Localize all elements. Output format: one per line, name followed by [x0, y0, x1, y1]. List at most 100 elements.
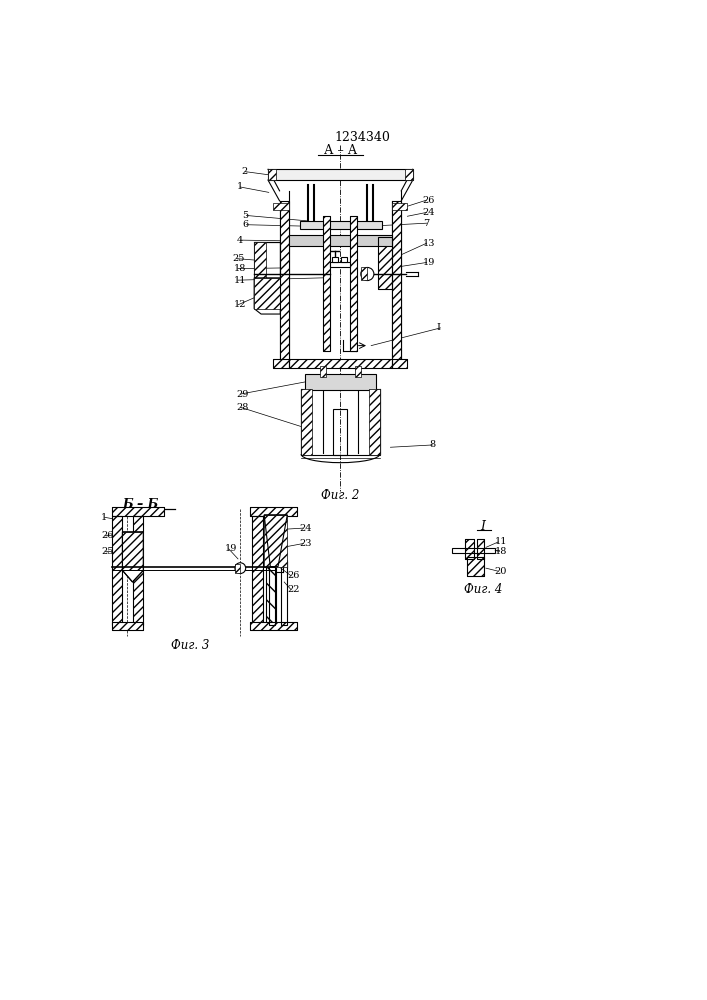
Bar — [133, 516, 143, 625]
Bar — [112, 516, 122, 625]
Bar — [266, 516, 276, 625]
Text: 24: 24 — [300, 524, 312, 533]
Bar — [268, 169, 276, 180]
Text: Фиг. 4: Фиг. 4 — [464, 583, 502, 596]
Bar — [254, 278, 281, 309]
Bar — [369, 389, 380, 455]
Bar — [250, 622, 296, 630]
Circle shape — [235, 563, 246, 574]
Bar — [122, 532, 144, 570]
Text: 19: 19 — [423, 258, 435, 267]
Bar — [465, 539, 474, 559]
Bar — [405, 169, 413, 180]
Text: I: I — [480, 520, 485, 533]
Bar — [301, 389, 380, 455]
Text: 8: 8 — [429, 440, 435, 449]
Text: 11: 11 — [494, 537, 507, 546]
Bar — [477, 539, 484, 559]
Text: 26: 26 — [101, 531, 113, 540]
Text: 7: 7 — [423, 219, 429, 228]
Bar — [378, 237, 392, 289]
Bar — [361, 267, 368, 280]
Text: 18: 18 — [494, 547, 507, 556]
Bar — [465, 539, 474, 559]
Bar — [254, 242, 267, 278]
Text: 5: 5 — [243, 211, 249, 220]
Text: Б – Б: Б – Б — [122, 498, 159, 512]
Bar — [322, 216, 329, 351]
Bar — [341, 257, 347, 262]
Bar — [235, 564, 240, 573]
Text: 23: 23 — [300, 539, 312, 548]
Bar — [112, 516, 122, 625]
Bar — [274, 359, 288, 368]
Bar — [266, 516, 276, 625]
Text: 25: 25 — [233, 254, 245, 263]
Text: А – А: А – А — [324, 144, 357, 157]
Bar — [392, 203, 407, 210]
Text: 29: 29 — [236, 390, 249, 399]
Text: 1: 1 — [101, 513, 107, 522]
Bar — [301, 389, 312, 455]
Bar — [269, 560, 275, 625]
Text: 11: 11 — [234, 276, 247, 285]
Text: 13: 13 — [423, 239, 436, 248]
Text: 18: 18 — [234, 264, 247, 273]
Bar — [250, 622, 296, 630]
Bar — [467, 557, 484, 576]
Bar — [274, 203, 288, 210]
Text: 26: 26 — [287, 571, 300, 580]
Bar — [392, 201, 402, 366]
Text: I: I — [437, 323, 440, 332]
Bar — [392, 359, 407, 368]
Text: 24: 24 — [423, 208, 436, 217]
Bar — [288, 235, 392, 246]
Bar — [250, 507, 296, 516]
Text: 4: 4 — [236, 236, 243, 245]
Bar — [392, 359, 407, 368]
Bar — [112, 622, 143, 630]
Bar — [250, 507, 296, 516]
Bar — [329, 262, 350, 267]
Bar — [300, 221, 382, 229]
Bar — [322, 216, 329, 351]
Bar — [467, 557, 484, 576]
Bar — [268, 169, 413, 180]
Text: 6: 6 — [243, 220, 249, 229]
Bar — [274, 359, 288, 368]
Polygon shape — [122, 532, 144, 582]
Text: 2: 2 — [241, 167, 247, 176]
Text: 22: 22 — [287, 585, 300, 594]
Text: 1234340: 1234340 — [334, 131, 390, 144]
Text: Фиг. 3: Фиг. 3 — [171, 639, 209, 652]
Bar — [279, 201, 288, 366]
Bar — [133, 516, 143, 625]
Text: 20: 20 — [494, 567, 507, 576]
Bar — [477, 539, 484, 559]
Bar — [112, 507, 164, 516]
Text: 19: 19 — [225, 544, 238, 553]
Text: Фиг. 2: Фиг. 2 — [321, 489, 360, 502]
Text: 25: 25 — [101, 547, 113, 556]
Polygon shape — [264, 515, 287, 567]
Bar — [252, 516, 262, 625]
Text: 1: 1 — [236, 182, 243, 191]
Bar — [334, 409, 347, 455]
Text: 12: 12 — [234, 300, 247, 309]
Bar — [355, 366, 361, 377]
Text: 26: 26 — [423, 196, 435, 205]
Bar — [452, 548, 495, 553]
Bar — [264, 515, 287, 567]
Text: 28: 28 — [236, 403, 249, 412]
Bar — [350, 216, 356, 351]
Bar — [332, 257, 338, 262]
Bar — [305, 374, 376, 389]
Bar — [288, 359, 392, 368]
Bar — [252, 516, 262, 625]
Bar — [320, 366, 326, 377]
Bar — [288, 359, 392, 368]
Circle shape — [361, 267, 374, 281]
Bar — [281, 560, 287, 625]
Bar — [279, 201, 288, 366]
Bar — [378, 237, 392, 289]
